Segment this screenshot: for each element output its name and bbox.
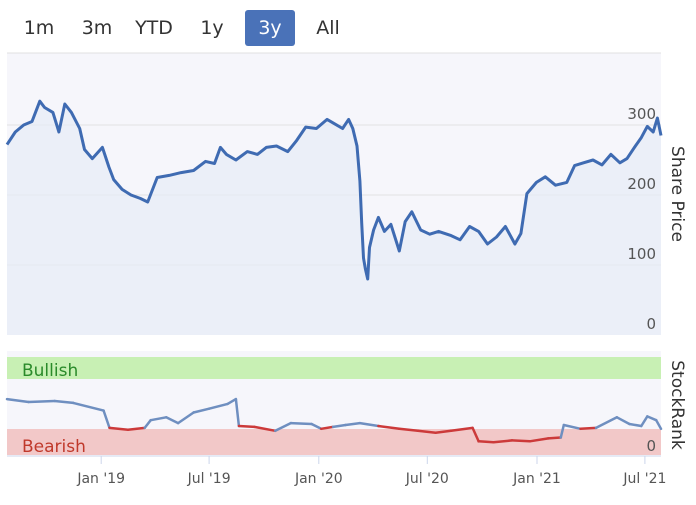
range-button-ytd[interactable]: YTD	[135, 17, 173, 39]
stockrank-line-segment	[5, 397, 30, 404]
range-button-3y[interactable]: 3y	[245, 10, 295, 46]
stockrank-line-segment	[640, 415, 649, 428]
stockrank-line-segment	[594, 416, 619, 430]
x-axis-label: Jul '21	[622, 471, 666, 487]
stockrank-line-segment	[449, 426, 474, 433]
stockrank-line-segment	[559, 423, 566, 439]
stockrank-line-segment	[628, 422, 643, 428]
stockrank-line-segment	[492, 439, 514, 444]
bearish-band-label: Bearish	[22, 437, 86, 457]
price-line	[5, 99, 663, 281]
price-y-tick: 200	[627, 175, 656, 193]
stockrank-line-segment	[192, 407, 211, 414]
stockrank-line-segment	[289, 421, 313, 426]
stockrank-line-segment	[434, 429, 453, 434]
price-axis-title: Share Price	[667, 146, 687, 242]
stockrank-line-segment	[126, 426, 146, 432]
range-button-1m[interactable]: 1m	[23, 17, 55, 39]
stockrank-line-segment	[562, 423, 582, 431]
stockrank-line-segment	[510, 439, 532, 443]
rank-axis-title: StockRank	[667, 360, 687, 450]
x-axis-label: Jan '19	[76, 471, 125, 487]
stockrank-line-segment	[646, 415, 658, 422]
stockrank-line-segment	[237, 424, 256, 429]
stockrank-line-segment	[319, 425, 335, 431]
stockrank-line-segment	[377, 424, 401, 431]
stockrank-line-segment	[654, 418, 663, 431]
range-button-1y[interactable]: 1y	[200, 17, 224, 39]
stockrank-line-segment	[477, 440, 495, 444]
stockrank-line-segment	[471, 426, 480, 443]
stockrank-line-segment	[344, 421, 362, 427]
stockrank-line-segment	[53, 399, 75, 405]
bearish-band	[7, 429, 661, 455]
x-axis-label: Jan '20	[294, 471, 343, 487]
bullish-band-label: Bullish	[22, 361, 78, 381]
stockrank-line-segment	[27, 399, 56, 404]
rank-y-tick-0: 0	[646, 437, 656, 455]
stockrank-line-segment	[615, 416, 631, 426]
range-button-all[interactable]: All	[316, 17, 340, 39]
stockrank-line-segment	[207, 402, 229, 410]
stockrank-line-segment	[71, 401, 105, 412]
stockrank-line-segment	[310, 422, 323, 431]
x-axis-label: Jul '20	[405, 471, 449, 487]
stockrank-line-segment	[102, 409, 111, 430]
stockrank-line-segment	[164, 416, 180, 425]
stockrank-line-segment	[226, 397, 238, 406]
stockrank-line-segment	[398, 427, 420, 433]
x-axis-label: Jan '21	[512, 471, 561, 487]
stockrank-line-segment	[143, 418, 152, 430]
stockrank-line-segment	[547, 436, 563, 440]
stockrank-line-segment	[274, 421, 293, 433]
stockrank-line-segment	[176, 411, 195, 425]
range-button-3m[interactable]: 3m	[81, 17, 113, 39]
stockrank-line-segment	[108, 426, 130, 432]
price-y-tick: 100	[627, 245, 656, 263]
x-axis-label: Jul '19	[187, 471, 231, 487]
stockrank-line-segment	[416, 429, 437, 434]
stockrank-line-segment	[579, 426, 598, 431]
price-area-fill	[7, 101, 661, 335]
stockrank-line-segment	[253, 425, 277, 433]
range-selector: 1m 3m YTD 1y 3y All	[0, 10, 360, 48]
stockrank-line-segment	[528, 437, 550, 443]
stockrank-line-segment	[234, 397, 241, 428]
bullish-band	[7, 357, 661, 379]
price-y-tick: 0	[646, 315, 656, 333]
stockrank-line-segment	[358, 421, 380, 428]
stockrank-line-segment	[149, 416, 168, 422]
price-y-tick: 300	[627, 105, 656, 123]
stockrank-line-segment	[331, 423, 347, 429]
